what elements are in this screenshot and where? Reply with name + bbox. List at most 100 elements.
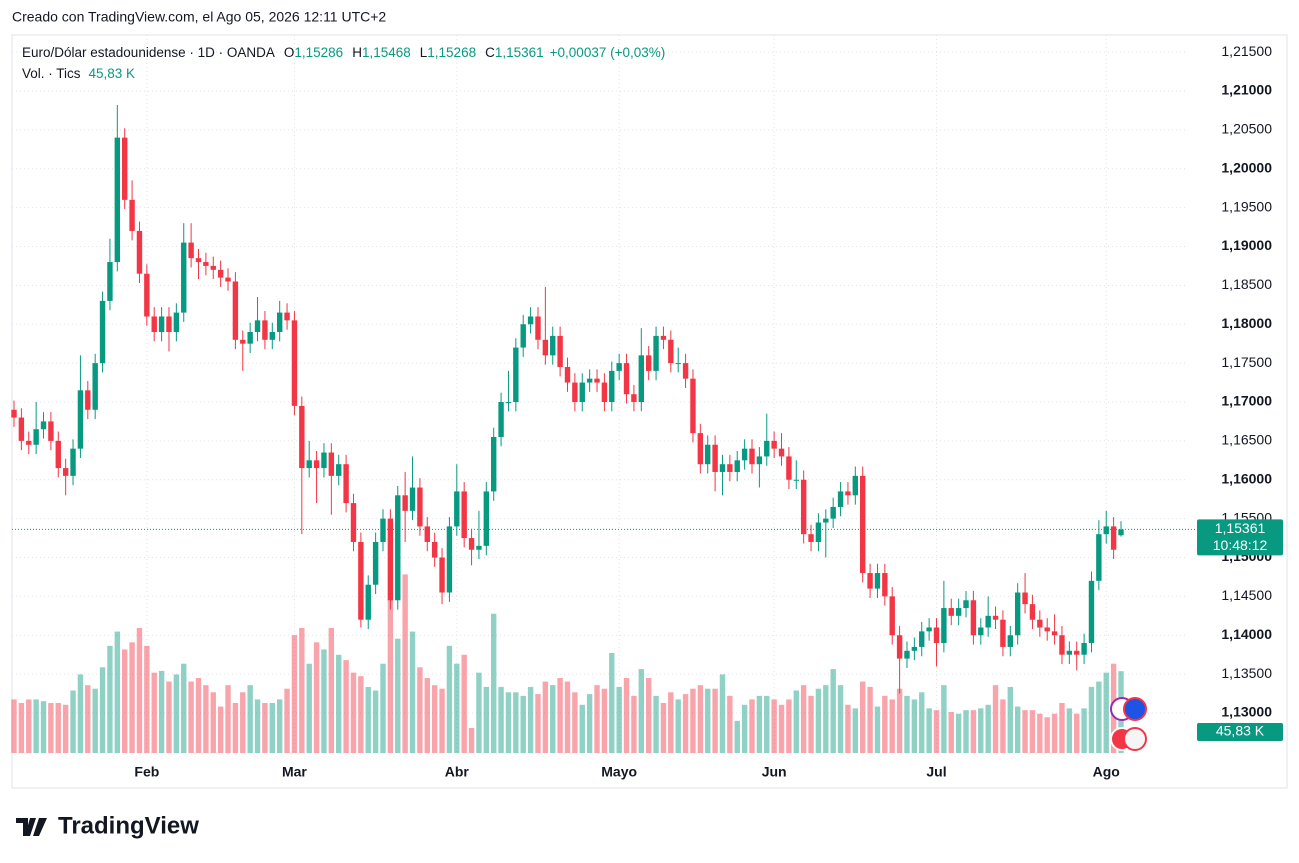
volume-bar	[387, 599, 394, 753]
candle-body	[911, 646, 918, 651]
volume-bar	[1074, 713, 1080, 753]
y-tick-label: 1,18500	[1221, 276, 1272, 292]
volume-bar	[269, 703, 275, 753]
volume-bar	[114, 631, 121, 753]
volume-bar	[254, 699, 261, 753]
candle-body	[55, 440, 61, 469]
volume-bar	[491, 613, 497, 753]
candle-body	[343, 464, 349, 504]
candle-body	[919, 631, 925, 647]
volume-bar	[579, 704, 585, 753]
candle-body	[498, 401, 504, 437]
volume-bar	[616, 686, 622, 753]
candle-body	[417, 487, 423, 527]
legend-part: 45,83 K	[89, 66, 136, 81]
candle-body	[491, 436, 497, 492]
volume-bar	[1066, 708, 1073, 753]
candle-body	[313, 460, 320, 469]
candle-body	[276, 312, 283, 333]
volume-bar	[1014, 706, 1021, 753]
volume-bar	[978, 708, 984, 753]
candle-body	[11, 409, 17, 418]
volume-bar	[1103, 672, 1109, 753]
volume-bar	[77, 674, 84, 753]
volume-bar	[594, 685, 600, 753]
candle-body	[181, 242, 187, 313]
volume-bar	[476, 672, 482, 753]
y-tick-label: 1,20500	[1221, 121, 1272, 137]
volume-bar	[601, 688, 608, 753]
candle-body	[609, 370, 615, 402]
volume-bar	[815, 688, 822, 753]
volume-bar	[527, 686, 534, 753]
volume-bar	[682, 694, 689, 753]
legend-part: 1,15468	[362, 45, 411, 60]
volume-bar	[40, 701, 47, 753]
volume-bar	[358, 676, 364, 753]
candle-body	[291, 320, 298, 406]
candle-body	[800, 479, 807, 535]
candle-body	[336, 464, 342, 476]
price-tag-label: 1,15361	[1215, 520, 1266, 536]
legend-part: Euro/Dólar estadounidense · 1D · OANDA	[22, 45, 275, 60]
legend-part: Vol. · Tics	[22, 66, 81, 81]
volume-bar	[343, 660, 349, 753]
candle-body	[579, 382, 585, 402]
candle-body	[778, 448, 785, 457]
candle-body	[963, 600, 969, 609]
volume-bar	[276, 699, 283, 753]
volume-bar	[653, 695, 659, 753]
candle-body	[867, 573, 873, 589]
volume-bar	[564, 681, 571, 753]
volume-bar	[749, 699, 755, 753]
y-tick-label: 1,14500	[1221, 587, 1272, 603]
candle-body	[129, 199, 135, 231]
volume-bar	[217, 706, 224, 753]
volume-bar	[645, 678, 652, 753]
candle-body	[712, 444, 718, 472]
volume-bar	[896, 688, 903, 753]
volume-tag	[1197, 723, 1283, 741]
candle-body	[254, 320, 261, 333]
volume-bar	[409, 631, 416, 753]
candle-body	[830, 506, 836, 519]
volume-bar	[675, 699, 681, 753]
candle-body	[166, 316, 172, 333]
volume-bar	[860, 681, 866, 753]
candle-body	[476, 545, 482, 550]
candle-body	[1000, 619, 1006, 647]
candle-body	[1110, 526, 1117, 550]
candle-body	[734, 460, 740, 472]
candle-body	[468, 538, 475, 550]
volume-bar	[1007, 686, 1013, 753]
legend-part: L	[420, 45, 428, 60]
volume-bar	[85, 685, 91, 753]
volume-bar	[166, 681, 172, 753]
volume-bar	[313, 642, 320, 753]
volume-bar	[778, 704, 785, 753]
y-tick-label: 1,19000	[1221, 237, 1272, 253]
y-tick-label: 1,16500	[1221, 432, 1272, 448]
volume-bar	[542, 681, 549, 753]
candle-body	[623, 363, 630, 395]
candle-body	[1088, 580, 1095, 644]
candle-body	[1014, 592, 1021, 636]
candle-body	[380, 518, 386, 542]
candle-body	[645, 355, 652, 371]
candle-body	[1096, 534, 1102, 581]
candle-body	[837, 491, 844, 507]
y-tick-label: 1,19500	[1221, 198, 1272, 214]
candle-body	[926, 627, 932, 632]
candle-body	[904, 650, 910, 659]
candle-body	[616, 363, 622, 371]
candle-body	[262, 320, 268, 340]
candle-body	[771, 440, 777, 449]
candle-body	[948, 608, 954, 616]
candle-body	[535, 316, 541, 340]
candle-body	[955, 608, 962, 616]
candle-body	[542, 339, 549, 356]
candle-body	[1051, 631, 1058, 636]
top-note: Creado con TradingView.com, el Ago 05, 2…	[12, 9, 386, 25]
candle-body	[1081, 643, 1087, 655]
